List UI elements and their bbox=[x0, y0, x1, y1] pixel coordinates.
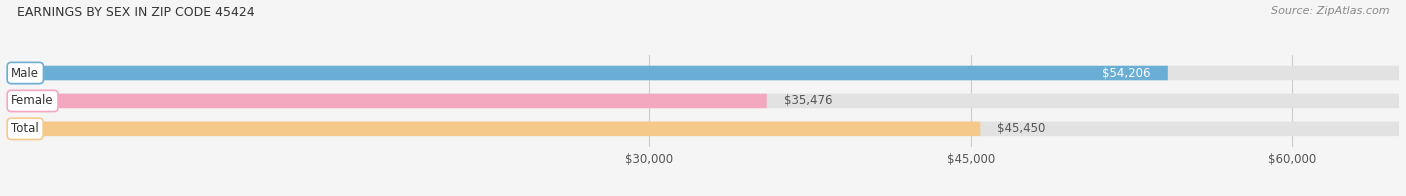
FancyBboxPatch shape bbox=[7, 122, 1399, 136]
Text: $35,476: $35,476 bbox=[785, 94, 832, 107]
Text: Source: ZipAtlas.com: Source: ZipAtlas.com bbox=[1271, 6, 1389, 16]
Text: Female: Female bbox=[11, 94, 53, 107]
Text: $54,206: $54,206 bbox=[1102, 66, 1150, 80]
Text: $45,450: $45,450 bbox=[997, 122, 1046, 135]
FancyBboxPatch shape bbox=[7, 94, 766, 108]
Text: Total: Total bbox=[11, 122, 39, 135]
FancyBboxPatch shape bbox=[7, 122, 980, 136]
FancyBboxPatch shape bbox=[7, 94, 1399, 108]
FancyBboxPatch shape bbox=[7, 66, 1399, 80]
Text: EARNINGS BY SEX IN ZIP CODE 45424: EARNINGS BY SEX IN ZIP CODE 45424 bbox=[17, 6, 254, 19]
FancyBboxPatch shape bbox=[7, 66, 1168, 80]
Text: Male: Male bbox=[11, 66, 39, 80]
